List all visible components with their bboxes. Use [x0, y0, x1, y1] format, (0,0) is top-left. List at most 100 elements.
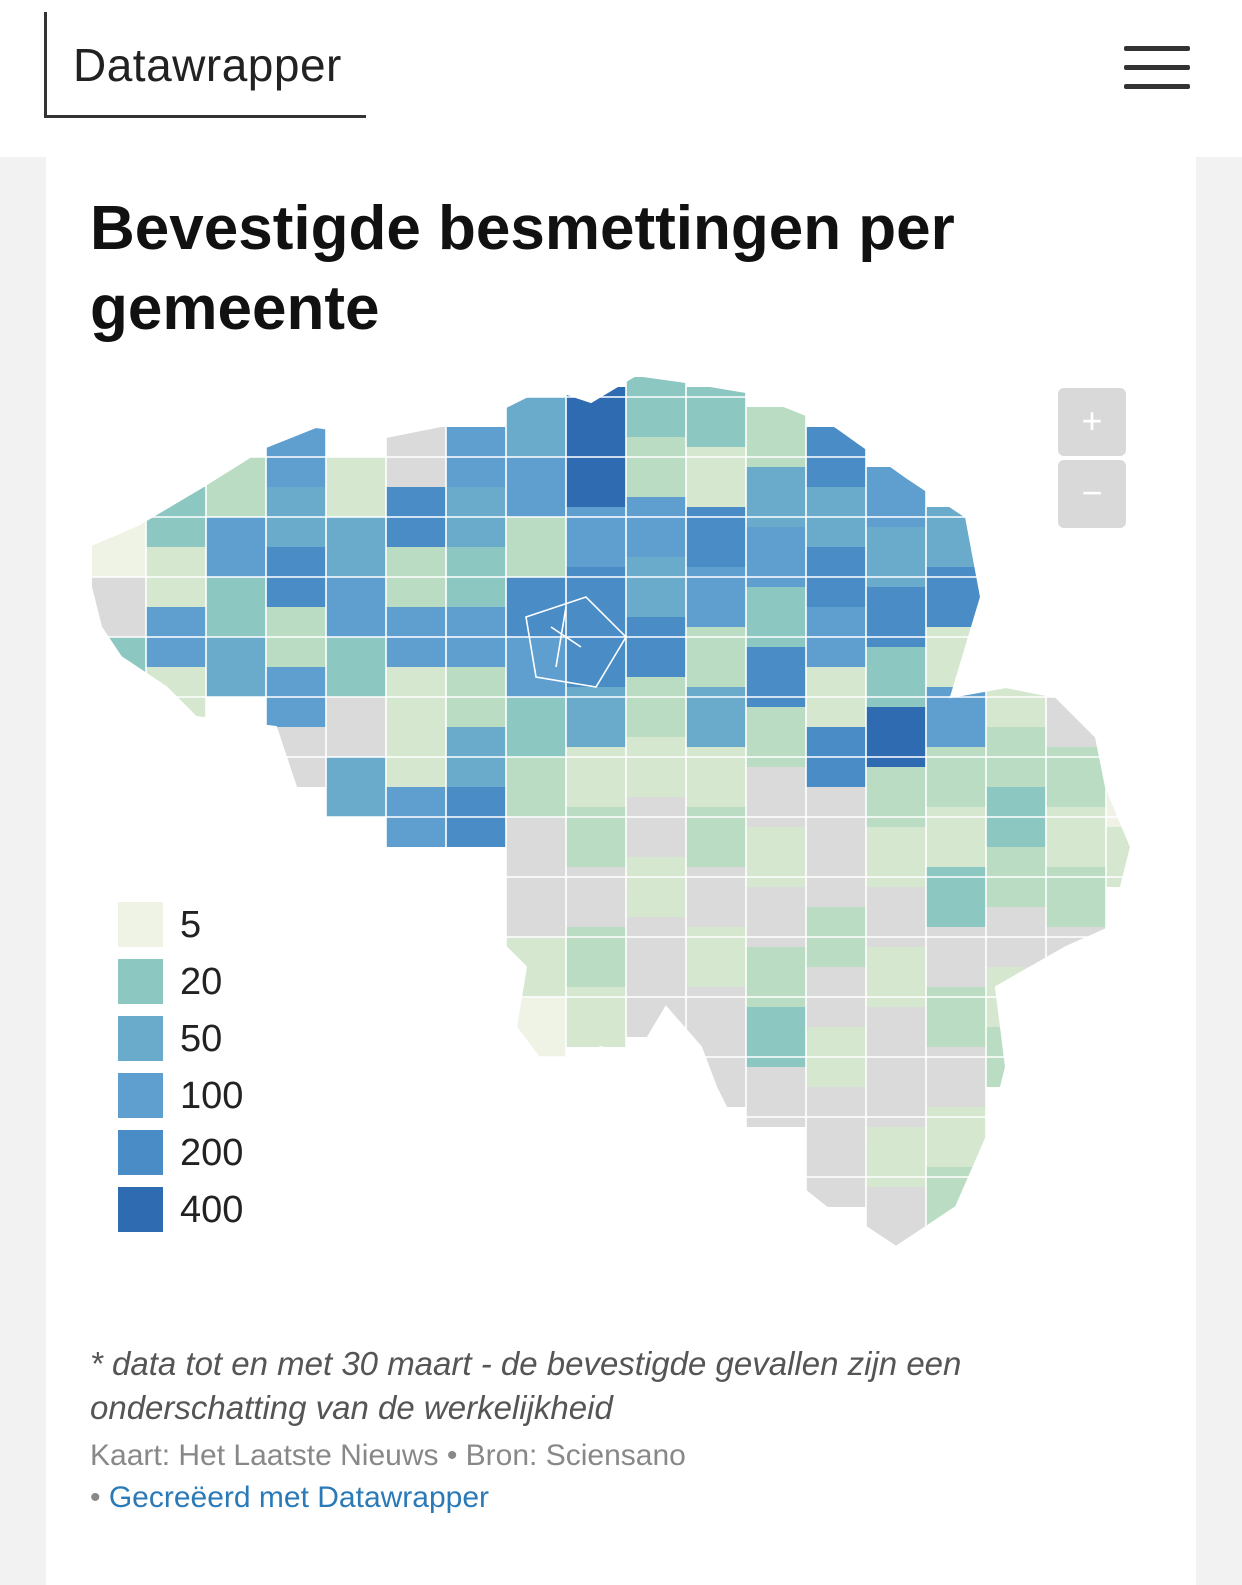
zoom-out-button[interactable]: −	[1058, 460, 1126, 528]
datawrapper-credit-link[interactable]: Gecreëerd met Datawrapper	[108, 1481, 490, 1514]
municipality[interactable]	[746, 887, 806, 947]
municipality[interactable]	[1046, 747, 1106, 807]
municipality[interactable]	[566, 687, 626, 747]
municipality[interactable]	[1046, 867, 1106, 927]
belgium-choropleth-map[interactable]	[46, 367, 1196, 1267]
municipality-cells[interactable]	[86, 377, 1146, 1247]
municipality[interactable]	[866, 1187, 926, 1247]
municipality[interactable]	[506, 817, 566, 877]
municipality[interactable]	[566, 807, 626, 867]
municipality[interactable]	[926, 747, 986, 807]
municipality[interactable]	[686, 627, 746, 687]
municipality[interactable]	[866, 887, 926, 947]
municipality[interactable]	[626, 977, 686, 1037]
municipality[interactable]	[206, 517, 266, 577]
municipality[interactable]	[746, 827, 806, 887]
municipality[interactable]	[926, 1047, 986, 1107]
municipality[interactable]	[686, 867, 746, 927]
municipality[interactable]	[626, 677, 686, 737]
municipality[interactable]	[626, 497, 686, 557]
brand-logo[interactable]: Datawrapper	[44, 12, 366, 118]
municipality[interactable]	[626, 377, 686, 437]
municipality[interactable]	[866, 1127, 926, 1187]
municipality[interactable]	[926, 867, 986, 927]
municipality[interactable]	[866, 527, 926, 587]
municipality[interactable]	[626, 557, 686, 617]
municipality[interactable]	[506, 637, 566, 697]
municipality[interactable]	[686, 447, 746, 507]
municipality[interactable]	[746, 947, 806, 1007]
municipality[interactable]	[326, 457, 386, 517]
municipality[interactable]	[506, 757, 566, 817]
municipality[interactable]	[926, 927, 986, 987]
municipality[interactable]	[566, 507, 626, 567]
municipality[interactable]	[326, 577, 386, 637]
municipality[interactable]	[866, 587, 926, 647]
municipality[interactable]	[866, 947, 926, 1007]
municipality[interactable]	[566, 567, 626, 627]
municipality[interactable]	[566, 747, 626, 807]
municipality[interactable]	[866, 767, 926, 827]
municipality[interactable]	[866, 827, 926, 887]
municipality[interactable]	[746, 467, 806, 527]
municipality[interactable]	[506, 937, 566, 997]
municipality[interactable]	[686, 687, 746, 747]
municipality[interactable]	[686, 387, 746, 447]
municipality[interactable]	[926, 1167, 986, 1227]
municipality[interactable]	[506, 457, 566, 517]
legend-item: 400	[118, 1187, 338, 1233]
municipality[interactable]	[206, 577, 266, 637]
municipality[interactable]	[1046, 807, 1106, 867]
municipality[interactable]	[686, 987, 746, 1047]
municipality[interactable]	[746, 767, 806, 827]
municipality[interactable]	[566, 447, 626, 507]
municipality[interactable]	[626, 737, 686, 797]
municipality[interactable]	[866, 647, 926, 707]
municipality[interactable]	[746, 1067, 806, 1127]
municipality[interactable]	[746, 407, 806, 467]
hamburger-menu-icon[interactable]	[1124, 44, 1192, 92]
municipality[interactable]	[626, 857, 686, 917]
municipality[interactable]	[926, 987, 986, 1047]
municipality[interactable]	[326, 637, 386, 697]
municipality[interactable]	[206, 637, 266, 697]
municipality[interactable]	[326, 757, 386, 817]
municipality[interactable]	[746, 707, 806, 767]
municipality[interactable]	[686, 747, 746, 807]
zoom-in-button[interactable]: +	[1058, 388, 1126, 456]
map-area[interactable]: + −	[46, 367, 1196, 1267]
municipality[interactable]	[926, 507, 986, 567]
municipality[interactable]	[506, 697, 566, 757]
municipality[interactable]	[866, 707, 926, 767]
municipality[interactable]	[686, 807, 746, 867]
municipality[interactable]	[1106, 767, 1146, 827]
municipality[interactable]	[326, 697, 386, 757]
municipality[interactable]	[686, 927, 746, 987]
municipality[interactable]	[746, 587, 806, 647]
municipality[interactable]	[506, 517, 566, 577]
municipality[interactable]	[746, 1007, 806, 1067]
municipality[interactable]	[626, 617, 686, 677]
municipality[interactable]	[626, 797, 686, 857]
municipality[interactable]	[746, 647, 806, 707]
municipality[interactable]	[686, 1047, 746, 1107]
municipality[interactable]	[866, 1007, 926, 1067]
municipality[interactable]	[866, 1067, 926, 1127]
municipality[interactable]	[566, 867, 626, 927]
municipality[interactable]	[1046, 927, 1106, 987]
municipality[interactable]	[926, 807, 986, 867]
municipality[interactable]	[746, 527, 806, 587]
municipality[interactable]	[566, 987, 626, 1047]
municipality[interactable]	[686, 507, 746, 567]
municipality[interactable]	[626, 437, 686, 497]
credit-line: • Gecreëerd met Datawrapper	[90, 1477, 1090, 1519]
municipality[interactable]	[626, 917, 686, 977]
municipality[interactable]	[506, 397, 566, 457]
municipality[interactable]	[566, 627, 626, 687]
municipality[interactable]	[506, 877, 566, 937]
municipality[interactable]	[566, 927, 626, 987]
municipality[interactable]	[686, 567, 746, 627]
municipality[interactable]	[866, 467, 926, 527]
municipality[interactable]	[326, 517, 386, 577]
legend-label: 5	[180, 904, 202, 946]
